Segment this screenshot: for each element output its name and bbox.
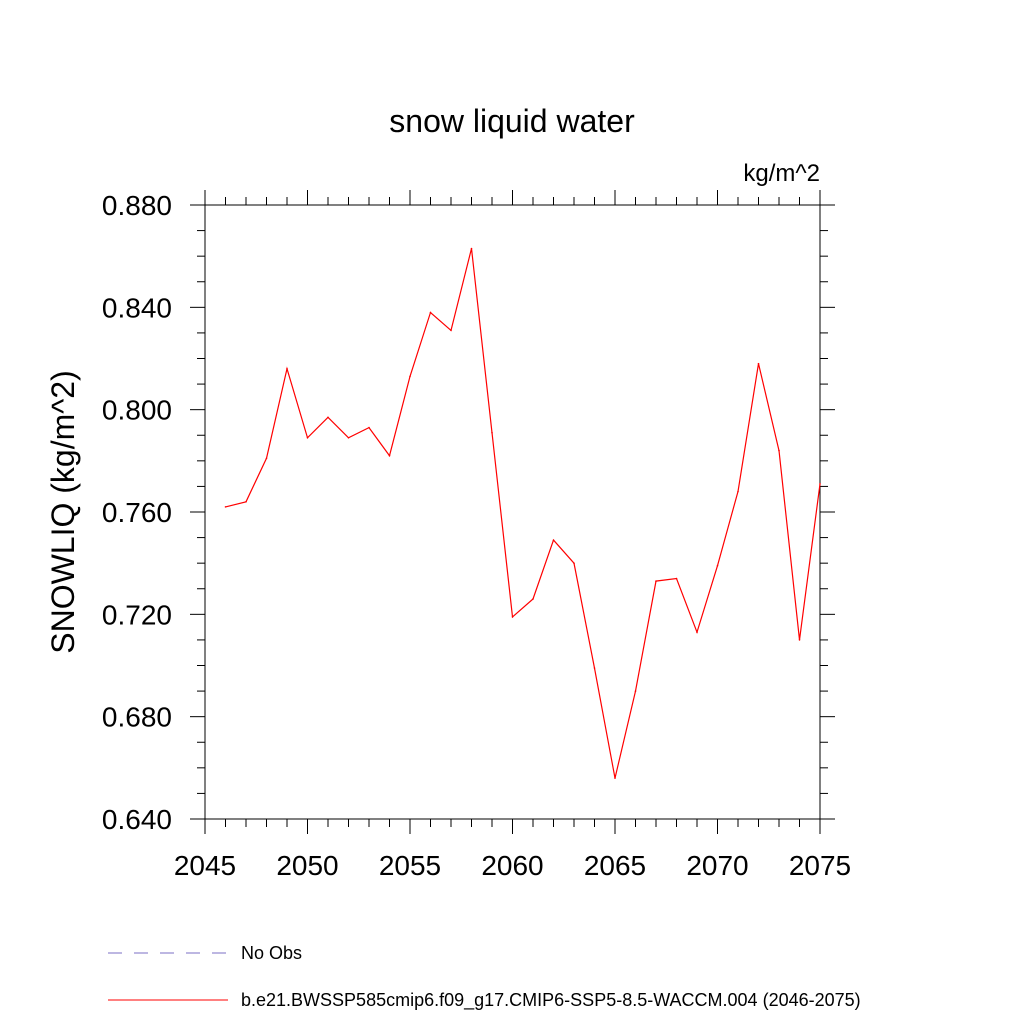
chart-title: snow liquid water [389,103,635,139]
data-point [306,437,309,439]
x-tick-label: 2050 [276,850,338,881]
y-tick-label: 0.640 [102,804,172,835]
data-point [675,577,678,580]
data-point [798,639,801,641]
data-point [696,631,698,634]
x-tick-label: 2055 [379,850,441,881]
series-line [225,248,821,779]
data-point [265,457,268,460]
y-tick-label: 0.680 [102,702,172,733]
y-axis-label: SNOWLIQ (kg/m^2) [45,370,81,653]
x-tick-label: 2045 [174,850,236,881]
data-point [614,777,616,779]
y-tick-label: 0.800 [102,395,172,426]
plot-frame [204,204,821,820]
data-point [450,329,452,332]
data-point [552,539,555,541]
data-point [470,247,473,250]
data-point [593,667,596,669]
data-point [388,454,391,457]
data-point [368,426,370,429]
series-layer [224,247,821,779]
data-point [224,506,227,508]
data-point [511,616,514,618]
data-point [245,500,247,503]
y-tick-label: 0.840 [102,292,172,323]
legend-label: b.e21.BWSSP585cmip6.f09_g17.CMIP6-SSP5-8… [241,990,861,1011]
y-tick-label: 0.720 [102,599,172,630]
data-point [716,564,719,567]
x-tick-label: 2065 [584,850,646,881]
legend: No Obs b.e21.BWSSP585cmip6.f09_g17.CMIP6-… [108,943,861,1011]
data-point [634,690,637,692]
x-tick-label: 2075 [789,850,851,881]
x-tick-label: 2070 [686,850,748,881]
data-point [347,437,350,439]
axes: 2045 2050 2055 2060 2065 2070 2075 0.640 0.680 0.… [102,190,851,881]
data-point [655,580,657,582]
data-point [532,598,534,600]
data-point [286,367,288,370]
x-tick-label: 2060 [481,850,543,881]
data-point [757,362,760,365]
units-label: kg/m^2 [743,160,820,187]
legend-label: No Obs [241,943,302,963]
data-point [327,416,329,419]
data-point [491,431,493,434]
data-point [778,449,780,452]
data-point [819,483,821,485]
data-point [409,375,411,378]
y-tick-label: 0.760 [102,497,172,528]
data-point [429,311,432,314]
data-point [737,490,739,493]
y-tick-label: 0.880 [102,190,172,221]
data-point [573,562,575,564]
